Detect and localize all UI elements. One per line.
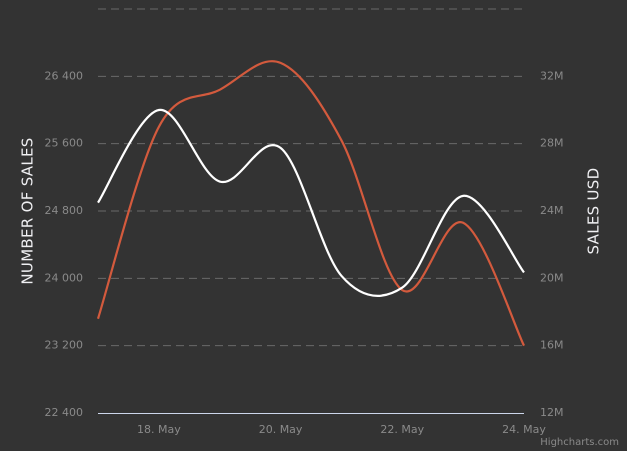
y-tick-label: 26 400 <box>45 69 84 82</box>
y2-tick-label: 16M <box>540 339 564 352</box>
y2-axis-title: SALES USD <box>585 168 603 255</box>
y-tick-label: 24 800 <box>45 204 84 217</box>
y-tick-label: 24 000 <box>45 271 84 284</box>
x-tick-label: 22. May <box>380 423 424 436</box>
y2-tick-label: 24M <box>540 204 564 217</box>
y2-tick-label: 32M <box>540 69 564 82</box>
y-tick-label: 25 600 <box>45 137 84 150</box>
y2-tick-label: 28M <box>540 137 564 150</box>
line-series <box>96 60 525 347</box>
y2-tick-label: 12M <box>540 406 564 419</box>
y2-tick-label: 20M <box>540 271 564 284</box>
line-series <box>97 108 525 297</box>
y-axis-title: NUMBER OF SALES <box>19 137 37 284</box>
x-tick-label: 24. May <box>502 423 546 436</box>
y-tick-label: 23 200 <box>45 339 84 352</box>
credits: Highcharts.com <box>540 437 619 448</box>
y-tick-label: 22 400 <box>45 406 84 419</box>
x-tick-label: 20. May <box>259 423 303 436</box>
x-tick-label: 18. May <box>137 423 181 436</box>
